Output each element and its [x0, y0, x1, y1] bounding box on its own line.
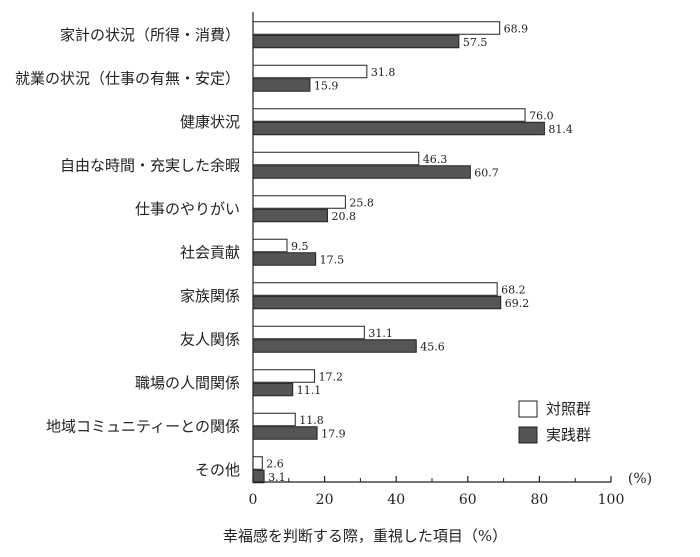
data-label-control: 68.9 — [504, 22, 529, 35]
data-label-control: 46.3 — [423, 153, 448, 166]
data-label-control: 25.8 — [349, 196, 374, 209]
category-label: 社会貢献 — [180, 243, 240, 261]
x-tick-label: 40 — [387, 492, 405, 508]
bar-practice — [252, 165, 471, 179]
data-label-control: 9.5 — [291, 240, 309, 253]
data-label-practice: 69.2 — [505, 297, 529, 310]
bar-control — [252, 108, 526, 122]
bar-practice — [252, 252, 317, 266]
bar-control — [252, 64, 368, 79]
legend-label-practice: 実践群 — [546, 426, 591, 444]
bar-practice — [252, 382, 294, 397]
x-axis-unit-label: (%) — [628, 471, 652, 487]
bars-layer: 家計の状況（所得・消費） 68.9 57.5 就業の状況（仕事の有無・安定） 31.8 1… — [15, 21, 573, 484]
category-label: 地域コミュニティーとの関係 — [46, 417, 240, 435]
data-label-practice: 60.7 — [474, 166, 499, 179]
bar-control — [252, 195, 346, 209]
bar-practice — [252, 208, 328, 223]
data-label-practice: 20.8 — [331, 210, 356, 223]
x-tick-label: 100 — [598, 492, 625, 508]
bar-practice — [252, 469, 265, 484]
data-label-practice: 57.5 — [463, 36, 488, 49]
x-tick-label: 80 — [530, 492, 548, 508]
legend: 対照群 実践群 — [518, 400, 591, 444]
bar-practice — [252, 121, 545, 136]
data-label-control: 68.2 — [501, 283, 526, 296]
data-label-control: 31.8 — [371, 66, 396, 79]
bar-control — [252, 412, 296, 427]
bar-control — [252, 369, 316, 383]
category-label: 自由な時間・充実した余暇 — [60, 156, 240, 174]
x-axis-ticks: 0 20 40 60 80 100 — [249, 476, 625, 508]
data-label-practice: 17.9 — [321, 427, 346, 440]
bar-control — [252, 238, 288, 253]
data-label-practice: 81.4 — [548, 123, 573, 136]
category-label: 仕事のやりがい — [135, 200, 240, 218]
data-label-control: 76.0 — [529, 109, 554, 122]
bar-practice — [252, 426, 318, 440]
data-label-control: 2.6 — [266, 457, 284, 470]
bar-practice — [252, 78, 311, 92]
category-label: 家族関係 — [180, 287, 240, 305]
category-label: 健康状況 — [180, 113, 240, 131]
bar-control — [252, 151, 420, 166]
bar-control — [252, 456, 263, 470]
category-label: 友人関係 — [180, 330, 240, 348]
category-label: 家計の状況（所得・消費） — [60, 26, 240, 44]
category-label: その他 — [195, 461, 240, 479]
bar-control — [252, 21, 501, 35]
category-label: 就業の状況（仕事の有無・安定） — [15, 69, 240, 87]
x-axis-title: 幸福感を判断する際，重視した項目（%） — [223, 527, 507, 545]
bar-control — [252, 282, 498, 296]
data-label-control: 31.1 — [368, 327, 393, 340]
bar-control — [252, 325, 365, 340]
legend-swatch-control — [518, 400, 538, 418]
category-label: 職場の人間関係 — [135, 374, 240, 392]
data-label-practice: 17.5 — [320, 253, 345, 266]
legend-label-control: 対照群 — [546, 400, 591, 418]
x-tick-label: 60 — [459, 492, 477, 508]
bar-practice — [252, 295, 502, 310]
data-label-practice: 3.1 — [268, 471, 286, 484]
data-label-control: 11.8 — [299, 414, 324, 427]
data-label-practice: 45.6 — [420, 340, 445, 353]
x-tick-label: 0 — [249, 492, 258, 508]
bar-practice — [252, 34, 460, 49]
bar-practice — [252, 339, 417, 353]
x-tick-label: 20 — [316, 492, 334, 508]
data-label-control: 17.2 — [319, 370, 344, 383]
legend-swatch-practice — [518, 426, 538, 444]
data-label-practice: 11.1 — [297, 384, 322, 397]
data-label-practice: 15.9 — [314, 79, 339, 92]
